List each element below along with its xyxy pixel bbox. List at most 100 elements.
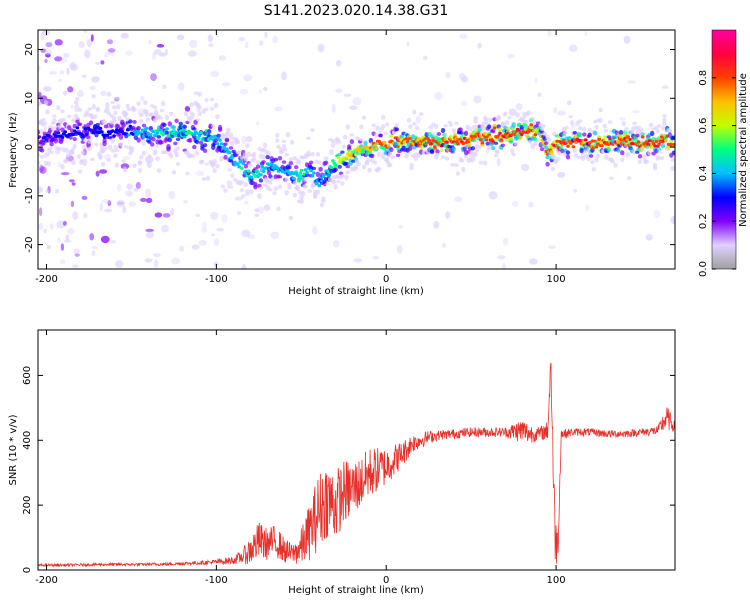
spectrogram-cell bbox=[124, 112, 129, 117]
spectrogram-cell bbox=[241, 229, 251, 238]
spectrogram-cell bbox=[472, 138, 477, 142]
spectrogram-cell bbox=[159, 108, 164, 113]
spectrogram-cell bbox=[59, 70, 65, 75]
spectrogram-cell bbox=[632, 149, 637, 155]
spectrogram-cell bbox=[164, 130, 170, 135]
spectrogram-cell bbox=[212, 168, 217, 174]
spectrogram-cell bbox=[528, 128, 532, 132]
spectrogram-cell bbox=[100, 235, 110, 244]
spectrogram-cell bbox=[178, 121, 183, 126]
spectrogram-cell bbox=[310, 174, 315, 178]
spectrogram-cell bbox=[356, 162, 361, 167]
spectrogram-cell bbox=[387, 163, 393, 168]
spectrogram-cell bbox=[636, 140, 641, 144]
spectrogram-cell bbox=[610, 160, 615, 164]
spectrogram-cell bbox=[242, 173, 247, 178]
spectrogram-cell bbox=[109, 240, 117, 244]
spectrogram-cell bbox=[439, 148, 444, 153]
spectrogram-cell bbox=[146, 160, 152, 169]
spectrogram-cell bbox=[38, 129, 41, 135]
spectrogram-cell bbox=[366, 158, 371, 163]
spectrogram-cell bbox=[637, 154, 643, 159]
spectrogram-cell bbox=[120, 163, 130, 170]
spectrogram-cell bbox=[345, 165, 350, 169]
spectrogram-cell bbox=[333, 163, 338, 167]
spectrogram-cell bbox=[331, 104, 336, 113]
spectrogram-cell bbox=[92, 114, 98, 119]
spectrogram-cell bbox=[161, 224, 169, 233]
spectrogram-cell bbox=[132, 120, 137, 124]
spectrogram-cell bbox=[82, 158, 88, 167]
spectrogram-cell bbox=[66, 67, 70, 75]
spectrogram-cell bbox=[230, 173, 235, 178]
spectrogram-cell bbox=[584, 30, 588, 36]
spectrogram-cell bbox=[502, 237, 509, 246]
spectrogram-cell bbox=[267, 163, 271, 167]
spectrogram-cell bbox=[647, 139, 652, 143]
spectrogram-cell bbox=[105, 133, 110, 137]
spectrogram-cell bbox=[243, 156, 249, 162]
spectrogram-cell bbox=[54, 56, 63, 62]
spectrogram-cell bbox=[38, 153, 41, 157]
spectrogram-cell bbox=[526, 110, 531, 116]
spectrogram-cell bbox=[659, 156, 664, 161]
spectrogram-cell bbox=[265, 154, 270, 160]
spectrogram-cell bbox=[394, 123, 399, 128]
spectrogram-cell bbox=[294, 165, 299, 170]
snr-y-tick-label: 600 bbox=[22, 366, 33, 385]
spectrogram-cell bbox=[332, 179, 337, 184]
spectrogram-cell bbox=[671, 135, 675, 140]
spectrogram-cell bbox=[349, 133, 355, 137]
spectrogram-cell bbox=[284, 177, 289, 182]
spectrogram-cell bbox=[245, 136, 253, 143]
spectrogram-cell bbox=[415, 115, 421, 124]
spectrogram-cell bbox=[243, 182, 249, 187]
spectrogram-cell bbox=[174, 118, 179, 124]
spectrogram-cell bbox=[42, 121, 47, 126]
spectrogram-cell bbox=[45, 109, 50, 115]
spectrogram-cell bbox=[111, 119, 117, 124]
spectrogram-cell bbox=[189, 115, 194, 120]
spectrogram-cell bbox=[95, 122, 101, 127]
spectrogram-cell bbox=[487, 144, 492, 151]
spectrogram-cell bbox=[340, 174, 345, 179]
spectrogram-cell bbox=[466, 157, 471, 163]
snr-y-tick-label: 400 bbox=[22, 431, 33, 450]
spectrogram-cell bbox=[578, 139, 582, 143]
spectrogram-cell bbox=[241, 135, 247, 145]
spectrogram-cell bbox=[185, 171, 190, 176]
spectrogram-cell bbox=[644, 145, 649, 149]
figure-title: S141.2023.020.14.38.G31 bbox=[264, 3, 449, 19]
spectrogram-cell bbox=[598, 117, 603, 124]
spectrogram-cell bbox=[38, 101, 42, 106]
spectrogram-cell bbox=[86, 38, 93, 48]
spectrogram-cell bbox=[484, 117, 489, 122]
spectrogram-cell bbox=[587, 141, 592, 145]
spectrogram-cell bbox=[140, 128, 145, 132]
spectrogram-cell bbox=[493, 141, 499, 145]
spectrogram-cell bbox=[141, 150, 147, 156]
spectrogram-cell bbox=[188, 137, 193, 143]
spectrogram-cell bbox=[139, 155, 144, 160]
spectrogram-cell bbox=[228, 146, 234, 150]
spectrogram-cell bbox=[496, 158, 501, 167]
spectrogram-cell bbox=[221, 214, 228, 223]
spectrogram-cell bbox=[412, 109, 417, 115]
spectrogram-cell bbox=[304, 173, 310, 178]
spectrogram-cell bbox=[473, 95, 482, 104]
spectrogram-cell bbox=[408, 145, 413, 151]
spectrogram-cell bbox=[246, 151, 251, 158]
spectrogram-cell bbox=[269, 162, 274, 166]
spectrogram-cell bbox=[192, 127, 197, 131]
spectrogram-cell bbox=[49, 223, 54, 230]
spectrogram-cell bbox=[113, 110, 118, 115]
spectrogram-cell bbox=[492, 123, 497, 128]
spectrogram-cell bbox=[125, 103, 130, 109]
spectrogram-cell bbox=[672, 143, 675, 147]
spectrogram-cell bbox=[281, 139, 287, 144]
spectrogram-cell bbox=[389, 147, 394, 153]
spectrogram-cell bbox=[632, 121, 637, 126]
spectrogram-cell bbox=[137, 168, 143, 173]
spectrogram-cell bbox=[329, 165, 334, 170]
